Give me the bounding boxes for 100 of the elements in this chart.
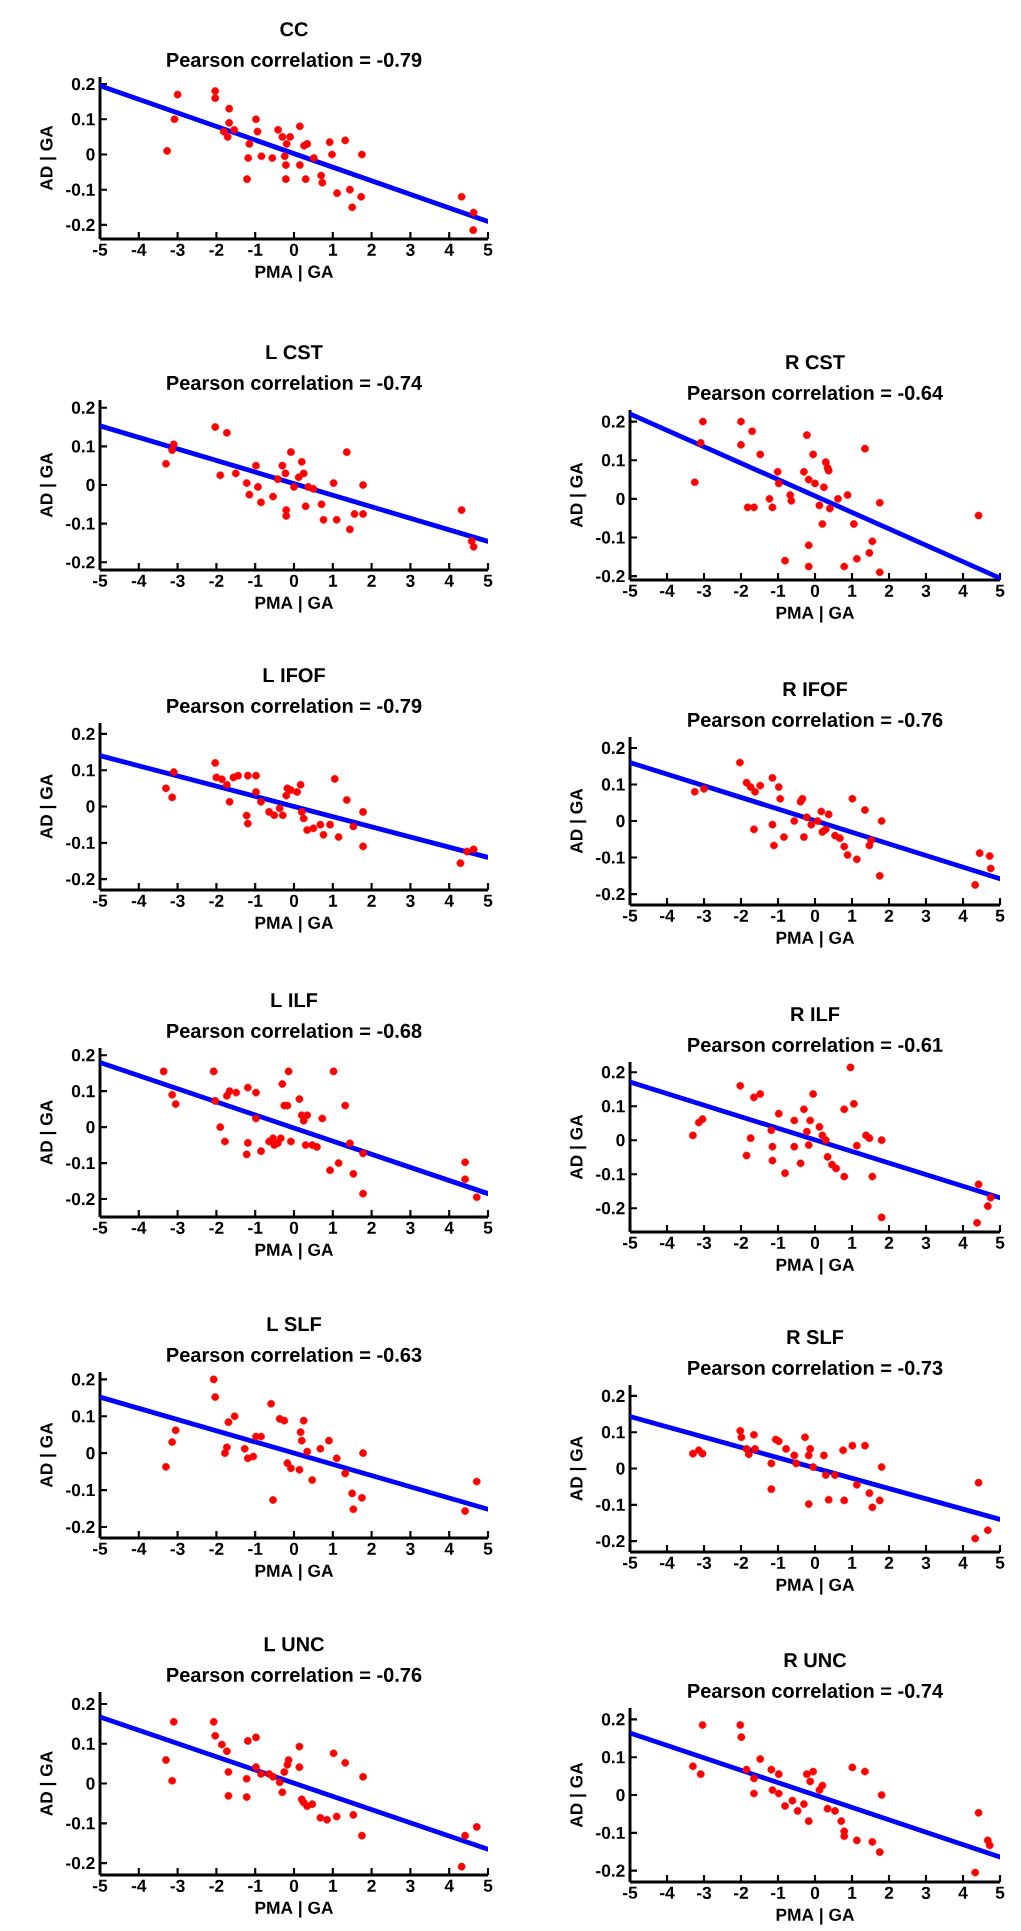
x-tick-label: -4 [659,584,675,597]
x-tick-label: 5 [483,1221,493,1234]
x-tick-label: 4 [444,894,454,907]
y-tick-label: 0.2 [601,415,625,428]
y-tick-label: -0.1 [66,1483,95,1497]
x-tick-label: 1 [848,584,857,597]
x-tick-label: -2 [209,894,224,907]
chart-subtitle: Pearson correlation = -0.64 [688,385,943,400]
x-tick-label: 0 [289,243,299,256]
x-tick-label: 1 [329,574,338,587]
x-tick-label: -2 [209,1542,224,1555]
y-tick-label: 0 [616,1788,625,1802]
y-axis-title: AD | GA [569,788,587,854]
x-tick-label: -2 [733,1236,749,1249]
chart-title: R ILF [791,1007,840,1022]
y-tick-label: 0 [616,1134,625,1147]
x-tick-label: -1 [248,1879,263,1892]
x-tick-label: -5 [622,584,638,597]
x-tick-label: 0 [289,1221,299,1234]
y-tick-label: 0.2 [601,1713,625,1726]
y-tick-label: 0.1 [71,113,95,126]
x-tick-label: -3 [696,1236,712,1250]
x-tick-label: -4 [131,1221,147,1234]
x-tick-label: 1 [848,1886,857,1899]
x-tick-label: 4 [958,1556,968,1569]
x-tick-label: 5 [483,243,493,256]
chart-subtitle: Pearson correlation = -0.74 [688,1683,943,1698]
x-tick-label: 3 [405,1879,415,1893]
chart-title: L SLF [267,1317,322,1332]
x-tick-label: 2 [884,909,894,922]
y-axis-title: AD | GA [569,462,587,528]
x-tick-label: 2 [367,894,376,907]
x-tick-label: -3 [170,894,185,908]
x-tick-label: 3 [405,574,415,588]
y-axis-title: AD | GA [39,125,57,191]
x-tick-label: -3 [170,1879,185,1893]
y-tick-label: 0 [86,478,95,492]
x-tick-label: 0 [810,584,820,597]
x-tick-label: -2 [209,243,224,256]
x-tick-label: 5 [995,1556,1005,1569]
x-tick-label: 0 [289,574,299,587]
x-axis-title: PMA | GA [776,1578,855,1595]
x-tick-label: 1 [329,1221,338,1234]
y-axis-title: AD | GA [569,1436,587,1501]
y-tick-label: -0.2 [66,218,95,232]
x-tick-label: 3 [921,584,931,598]
y-tick-label: 0.1 [601,1751,625,1764]
x-tick-label: 4 [958,1236,968,1249]
x-tick-label: 4 [444,243,454,256]
x-axis-title: PMA | GA [255,1901,334,1918]
y-tick-label: -0.2 [66,1856,95,1870]
x-tick-label: 1 [329,243,338,256]
y-tick-label: -0.2 [66,556,95,569]
x-axis-title: PMA | GA [776,931,855,948]
y-tick-label: 0.2 [71,1373,95,1386]
x-tick-label: 3 [921,1886,931,1900]
x-tick-label: 4 [444,1879,454,1892]
x-tick-label: -5 [92,894,108,907]
x-tick-label: -5 [622,1886,638,1899]
x-axis-title: PMA | GA [776,1908,855,1925]
x-tick-label: -3 [696,909,712,923]
chart-subtitle: Pearson correlation = -0.79 [167,698,422,713]
y-axis-title: AD | GA [569,1762,587,1828]
x-tick-label: -1 [770,1886,786,1899]
x-axis-title: PMA | GA [255,1564,334,1581]
x-tick-label: -3 [170,574,185,588]
x-tick-label: -5 [622,909,638,922]
x-tick-label: -4 [659,1556,675,1569]
y-tick-label: 0.1 [601,454,625,467]
y-tick-label: 0 [616,814,625,828]
x-tick-label: 0 [810,1236,820,1249]
x-tick-label: -2 [733,1556,749,1569]
y-tick-label: 0.1 [71,1737,95,1750]
y-tick-label: 0.2 [71,1697,95,1711]
x-tick-label: -1 [770,1556,786,1569]
x-tick-label: 3 [921,909,931,923]
y-tick-label: -0.1 [596,1826,625,1839]
y-tick-label: 0.1 [71,764,95,777]
x-tick-label: 2 [367,574,376,587]
x-tick-label: -5 [622,1556,638,1569]
y-axis-title: AD | GA [39,452,57,518]
x-tick-label: 3 [405,1221,415,1235]
chart-title: R IFOF [783,682,848,697]
x-tick-label: 0 [810,909,820,922]
x-tick-label: 2 [884,1556,894,1569]
y-axis-title: AD | GA [39,1100,57,1165]
x-tick-label: -2 [209,574,224,587]
x-tick-label: -3 [170,243,185,257]
x-tick-label: 2 [367,1879,376,1892]
y-tick-label: -0.2 [66,1192,95,1206]
chart-subtitle: Pearson correlation = -0.76 [688,712,943,727]
x-tick-label: 3 [405,1542,415,1556]
x-tick-label: -4 [659,1236,675,1249]
y-tick-label: -0.2 [596,887,625,901]
x-tick-label: -3 [696,1886,712,1900]
x-tick-label: 3 [921,1556,931,1570]
y-tick-label: 0 [86,800,95,813]
x-tick-label: -2 [733,584,749,597]
y-tick-label: 0.1 [601,1426,625,1439]
y-tick-label: -0.1 [596,851,625,864]
